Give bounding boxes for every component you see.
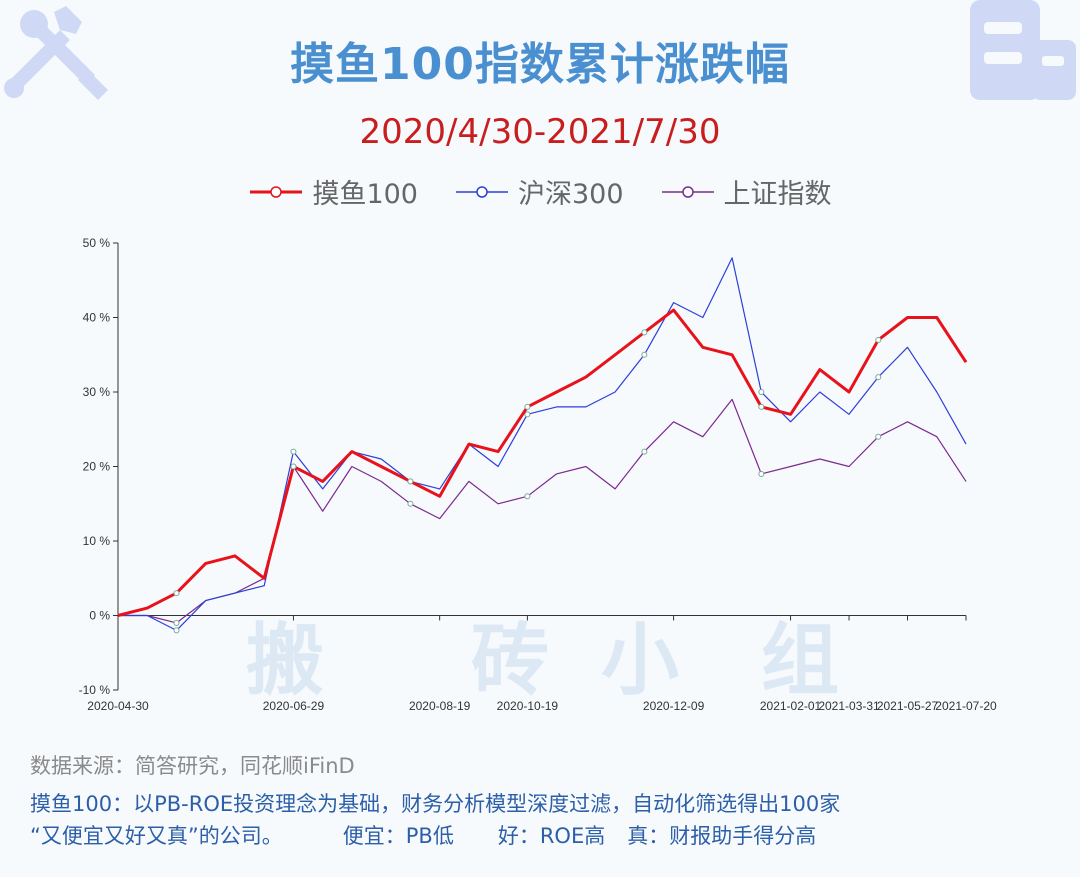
legend: 摸鱼100 沪深300 上证指数 [0,172,1080,211]
y-tick-label: 30 % [83,385,111,399]
data-point [173,619,180,626]
y-tick-label: 10 % [83,534,111,548]
data-point [290,448,297,455]
watermark-char: 小 [601,616,679,706]
series-line-2 [118,398,967,624]
y-tick-label: 0 % [89,609,110,623]
description-line-2: “又便宜又好又真”的公司。 便宜：PB低 好：ROE高 真：财报助手得分高 [30,820,1070,852]
chart-subtitle: 2020/4/30-2021/7/30 [359,112,721,152]
watermark-char: 搬 [246,616,324,706]
legend-item-sz[interactable]: 上证指数 [660,172,832,211]
x-tick-label: 2020-10-19 [497,699,559,713]
chart-lines [117,257,968,634]
description-cheap: 便宜：PB低 [342,824,454,848]
data-point [875,336,882,343]
chart-axes: -10 % 0 % 10 % 20 % 30 % 40 % 50 % 2020-04-30 20… [79,236,997,713]
description-real: 真：财报助手得分高 [627,824,817,848]
x-tick-label: 2020-12-09 [643,699,705,713]
index-description: 摸鱼100：以PB-ROE投资理念为基础，财务分析模型深度过滤，自动化筛选得出1… [30,788,1070,852]
data-point [641,329,648,336]
data-point [173,627,180,634]
y-tick-label: 40 % [83,311,111,325]
legend-label-moyu: 摸鱼100 [312,179,418,210]
legend-marker-moyu [250,185,303,198]
y-tick-label: 50 % [83,236,111,250]
data-point [641,448,648,455]
data-point [758,470,765,477]
legend-label-sz: 上证指数 [723,179,832,210]
x-tick-label: 2021-05-27 [877,699,939,713]
watermark-char: 组 [761,616,839,706]
data-point [524,403,531,410]
tools-icon [4,6,108,100]
series-line-0 [117,308,968,617]
x-tick-label: 2021-03-31 [818,699,880,713]
data-point [524,493,531,500]
x-tick-label: 2020-04-30 [87,699,149,713]
legend-label-hs300: 沪深300 [518,179,624,210]
x-tick-label: 2021-07-20 [935,699,997,713]
data-point [407,500,414,507]
data-point [524,411,531,418]
data-point [641,351,648,358]
data-source: 数据来源：简答研究，同花顺iFinD [30,754,355,778]
line-chart: 搬 砖小组 -10 % 0 % 10 % 20 % 30 % 40 % 50 % 2020-04… [79,236,997,713]
watermark: 搬 砖小组 [246,616,839,706]
x-tick-label: 2021-02-01 [760,699,822,713]
legend-item-hs300[interactable]: 沪深300 [454,172,624,211]
legend-item-moyu[interactable]: 摸鱼100 [248,172,418,211]
x-tick-label: 2020-06-29 [263,699,325,713]
data-point [875,374,882,381]
data-point [875,433,882,440]
data-point [758,403,765,410]
x-tick-label: 2020-08-19 [409,699,471,713]
description-line-1: 摸鱼100：以PB-ROE投资理念为基础，财务分析模型深度过滤，自动化筛选得出1… [30,792,841,816]
chart-title: 摸鱼100指数累计涨跌幅 [290,39,790,90]
description-good: 好：ROE高 [497,824,606,848]
data-point [173,590,180,597]
watermark-char: 砖 [471,616,549,706]
y-tick-label: -10 % [79,683,111,697]
building-icon [970,0,1076,100]
y-tick-label: 20 % [83,460,111,474]
data-point [758,389,765,395]
data-point [407,478,414,485]
data-point [290,463,297,470]
legend-marker-hs300 [456,185,508,198]
description-tagline: “又便宜又好又真”的公司。 [30,824,283,848]
series-line-1 [118,257,967,631]
legend-marker-sz [661,185,714,198]
